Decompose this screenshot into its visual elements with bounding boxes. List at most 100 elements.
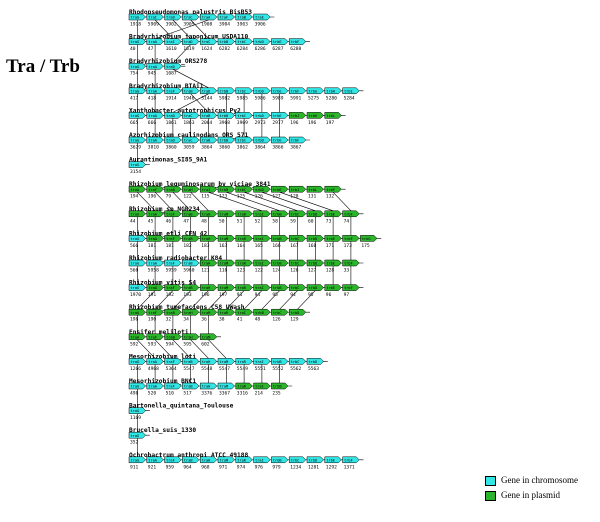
gene-number: 73: [326, 218, 332, 224]
gene-number: 3905: [183, 22, 194, 28]
gene-arrow: [164, 333, 182, 341]
gene-arrow: [324, 259, 342, 267]
gene-arrow: [146, 333, 164, 341]
gene-number: 74: [344, 218, 350, 224]
gene-label: trbC: [237, 188, 246, 192]
gene-arrow: [271, 308, 289, 316]
gene-arrow: [235, 382, 253, 390]
organism-name: Aurantimonas_SI85_9A1: [129, 156, 208, 164]
gene-arrow: [128, 161, 146, 168]
gene-number: 5547: [219, 366, 230, 372]
gene-arrow: [217, 87, 235, 95]
gene-arrow: [199, 112, 218, 119]
gene-number: 3154: [130, 169, 141, 175]
gene-label: traF: [166, 237, 175, 241]
gene-arrow: [182, 456, 200, 464]
gene-arrow: [128, 62, 146, 70]
gene-label: traF: [148, 188, 157, 192]
gene-label: trbB: [273, 286, 282, 290]
gene-label: traF: [220, 16, 229, 20]
gene-number: 127: [308, 268, 317, 274]
gene-number: 126: [272, 317, 281, 323]
gene-arrow: [146, 87, 164, 95]
gene-number: 517: [183, 391, 192, 397]
gene-number: 59: [290, 218, 296, 224]
gene-label: traR: [237, 286, 246, 290]
gene-number: 47: [148, 46, 154, 52]
gene-arrow: [146, 358, 164, 365]
gene-label: traA: [148, 40, 157, 44]
gene-label: traI: [237, 311, 246, 315]
gene-number: 1087: [166, 71, 177, 77]
ortholog-connector: [208, 339, 227, 359]
gene-number: 3376: [201, 391, 212, 397]
gene-arrow: [164, 308, 182, 316]
ortholog-connector: [208, 290, 227, 310]
gene-label: trbL: [309, 188, 318, 192]
gene-arrow: [235, 112, 253, 119]
gene-arrow: [146, 308, 164, 316]
gene-label: traH: [202, 385, 211, 389]
gene-arrow: [182, 136, 200, 144]
organism-name: Ochrobactrum_anthropi_ATCC_49188: [129, 451, 248, 459]
gene-number: 3144: [201, 95, 212, 101]
gene-arrow: [164, 456, 182, 464]
gene-number: 171: [326, 243, 335, 249]
gene-arrow: [146, 235, 164, 242]
gene-arrow: [253, 13, 271, 21]
legend-swatch-chromosome: [485, 476, 496, 486]
gene-number: 190: [148, 317, 157, 323]
gene-arrow: [271, 284, 289, 291]
gene-label: traA: [148, 139, 157, 143]
gene-label: trbI: [344, 89, 353, 93]
ortholog-connector: [155, 19, 209, 39]
gene-number: 1914: [166, 95, 177, 101]
gene-arrow: [199, 456, 218, 464]
gene-number: 125: [237, 194, 246, 200]
gene-arrow: [288, 284, 307, 291]
gene-number: 167: [290, 243, 299, 249]
gene-label: traM: [220, 212, 229, 216]
gene-number: 196: [148, 194, 157, 200]
ortholog-connector: [190, 191, 209, 212]
gene-label: traA: [148, 114, 157, 118]
gene-label: traH: [184, 311, 193, 315]
gene-label: trbB: [273, 360, 282, 364]
gene-label: trbE: [326, 458, 335, 462]
gene-arrow: [146, 259, 164, 267]
gene-arrow: [164, 358, 182, 365]
gene-label: trbE: [326, 262, 335, 266]
gene-number: 959: [166, 464, 175, 470]
gene-number: 6288: [290, 46, 301, 52]
gene-number: 1169: [130, 415, 141, 421]
gene-label: traF: [166, 262, 175, 266]
gene-number: 235: [272, 391, 281, 397]
gene-arrow: [324, 284, 342, 291]
organism-name: Rhizobium_leguminosarum_bv_viciae_3841: [129, 180, 271, 188]
gene-label: trbH: [326, 89, 335, 93]
gene-number: 1619: [183, 46, 194, 52]
gene-number: 1281: [308, 464, 319, 470]
gene-arrow: [271, 235, 289, 242]
gene-number: 32: [166, 317, 172, 323]
gene-number: 6284: [237, 46, 248, 52]
gene-label: trbD: [309, 212, 318, 216]
gene-number: 3629: [130, 145, 141, 151]
gene-label: traA: [148, 237, 157, 241]
gene-arrow: [146, 382, 164, 390]
gene-number: 2064: [201, 120, 212, 126]
gene-label: traM: [202, 311, 211, 315]
gene-label: traF: [166, 89, 175, 93]
gene-number: 3316: [237, 391, 248, 397]
gene-label: traH: [202, 212, 211, 216]
gene-arrow: [182, 185, 200, 193]
gene-arrow: [324, 235, 342, 242]
gene-label: traM: [220, 262, 229, 266]
gene-label: traB: [166, 335, 175, 339]
gene-arrow: [128, 284, 146, 291]
gene-label: traI: [255, 212, 264, 216]
gene-label: trbC: [291, 286, 300, 290]
gene-label: trbD: [309, 360, 318, 364]
